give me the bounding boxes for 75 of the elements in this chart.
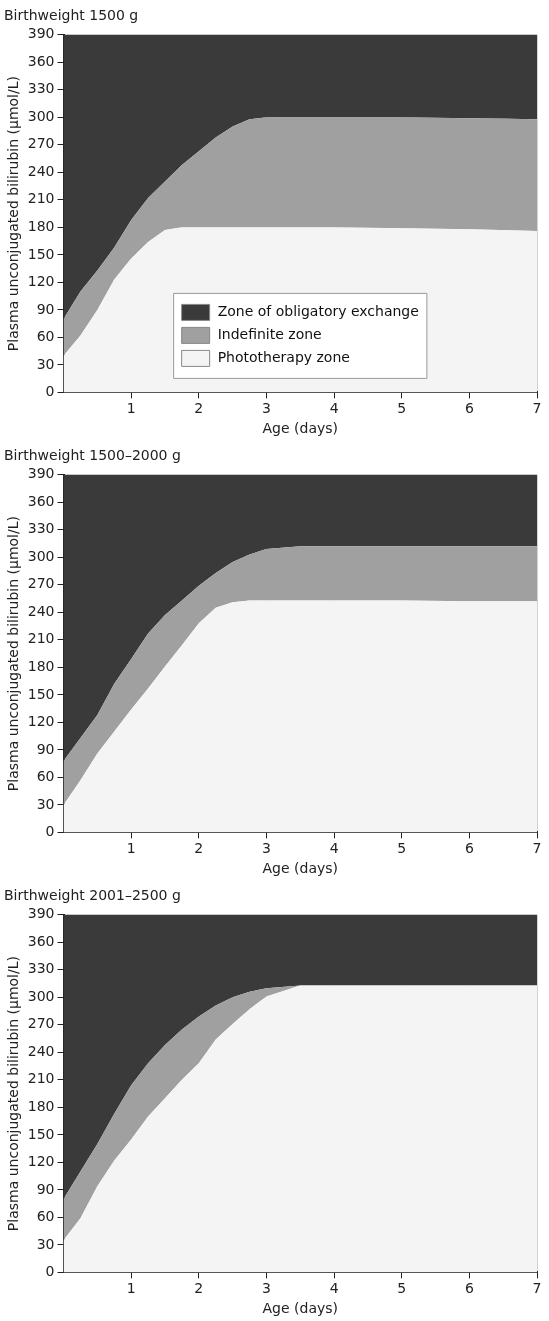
legend-label: Phototherapy zone <box>217 349 350 366</box>
y-tick-label: 360 <box>27 52 55 69</box>
y-tick-label: 270 <box>27 575 55 592</box>
chart-title: Birthweight 2001–2500 g <box>4 887 181 904</box>
x-axis-title: Age (days) <box>262 420 339 437</box>
x-tick-label: 2 <box>194 1280 204 1297</box>
y-tick-label: 120 <box>27 713 55 730</box>
y-tick-label: 180 <box>27 217 55 234</box>
y-tick-label: 240 <box>27 162 55 179</box>
y-tick-label: 120 <box>27 273 55 290</box>
y-tick-label: 0 <box>45 823 55 840</box>
x-tick-label: 7 <box>532 840 542 857</box>
y-tick-label: 210 <box>27 190 55 207</box>
x-tick-label: 1 <box>126 1280 136 1297</box>
x-tick-label: 6 <box>464 1280 474 1297</box>
x-tick-label: 1 <box>126 840 136 857</box>
x-tick-label: 1 <box>126 400 136 417</box>
y-tick-label: 330 <box>27 80 55 97</box>
x-tick-label: 4 <box>329 400 339 417</box>
x-tick-label: 5 <box>397 400 407 417</box>
y-tick-label: 300 <box>27 547 55 564</box>
legend-label: Zone of obligatory exchange <box>217 303 419 320</box>
x-tick-label: 5 <box>397 1280 407 1297</box>
y-tick-label: 180 <box>27 657 55 674</box>
x-tick-label: 5 <box>397 840 407 857</box>
y-tick-label: 390 <box>27 465 55 482</box>
y-tick-label: 30 <box>36 1235 55 1252</box>
legend-label: Indefinite zone <box>217 326 322 343</box>
y-tick-label: 120 <box>27 1153 55 1170</box>
y-tick-label: 150 <box>27 245 55 262</box>
y-tick-label: 330 <box>27 520 55 537</box>
x-tick-label: 2 <box>194 400 204 417</box>
x-tick-label: 3 <box>261 840 271 857</box>
y-tick-label: 60 <box>36 328 55 345</box>
y-tick-label: 60 <box>36 1208 55 1225</box>
x-tick-label: 6 <box>464 400 474 417</box>
y-axis-title: Plasma unconjugated bilirubin (μmol/L) <box>5 516 22 792</box>
y-tick-label: 30 <box>36 355 55 372</box>
x-tick-label: 7 <box>532 1280 542 1297</box>
y-tick-label: 0 <box>45 1263 55 1280</box>
y-tick-label: 90 <box>36 300 55 317</box>
y-tick-label: 150 <box>27 685 55 702</box>
x-tick-label: 2 <box>194 840 204 857</box>
y-tick-label: 240 <box>27 602 55 619</box>
chart-title: Birthweight 1500–2000 g <box>4 447 181 464</box>
y-tick-label: 270 <box>27 135 55 152</box>
y-tick-label: 90 <box>36 740 55 757</box>
y-tick-label: 30 <box>36 795 55 812</box>
x-tick-label: 4 <box>329 1280 339 1297</box>
y-tick-label: 210 <box>27 1070 55 1087</box>
y-tick-label: 360 <box>27 932 55 949</box>
y-axis-title: Plasma unconjugated bilirubin (μmol/L) <box>5 76 22 352</box>
x-tick-label: 3 <box>261 400 271 417</box>
x-axis-title: Age (days) <box>262 860 339 877</box>
y-tick-label: 0 <box>45 383 55 400</box>
x-tick-label: 3 <box>261 1280 271 1297</box>
x-axis-title: Age (days) <box>262 1300 339 1317</box>
y-tick-label: 300 <box>27 107 55 124</box>
y-tick-label: 390 <box>27 25 55 42</box>
y-tick-label: 210 <box>27 630 55 647</box>
y-tick-label: 60 <box>36 768 55 785</box>
y-tick-label: 300 <box>27 987 55 1004</box>
x-tick-label: 6 <box>464 840 474 857</box>
y-axis-title: Plasma unconjugated bilirubin (μmol/L) <box>5 956 22 1232</box>
y-tick-label: 150 <box>27 1125 55 1142</box>
x-tick-label: 4 <box>329 840 339 857</box>
y-tick-label: 90 <box>36 1180 55 1197</box>
x-tick-label: 7 <box>532 400 542 417</box>
y-tick-label: 180 <box>27 1097 55 1114</box>
y-tick-label: 360 <box>27 492 55 509</box>
y-tick-label: 240 <box>27 1042 55 1059</box>
y-tick-label: 270 <box>27 1015 55 1032</box>
chart-title: Birthweight 1500 g <box>4 7 139 24</box>
y-tick-label: 330 <box>27 960 55 977</box>
y-tick-label: 390 <box>27 905 55 922</box>
